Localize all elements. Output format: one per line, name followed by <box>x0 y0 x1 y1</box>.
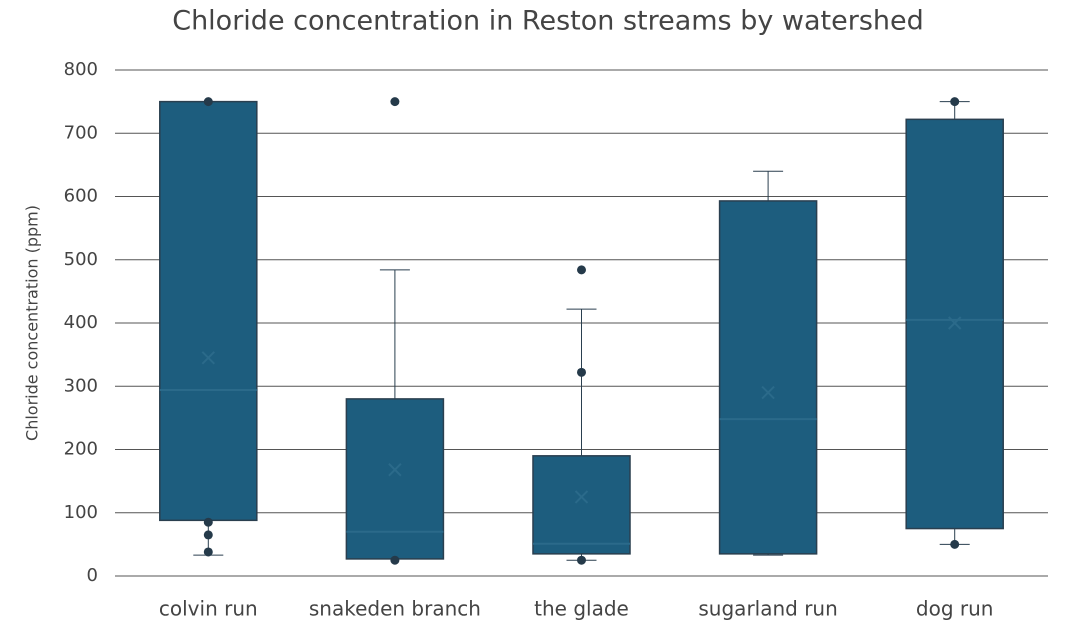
y-tick-label: 500 <box>64 249 98 270</box>
data-point <box>203 547 213 557</box>
box <box>718 200 818 555</box>
data-point <box>577 367 586 377</box>
mean-marker <box>201 351 216 365</box>
y-axis-label: Chloride concentration (ppm) <box>23 205 42 441</box>
data-point <box>203 517 213 527</box>
x-tick-label: sugarland run <box>698 597 837 621</box>
mean-marker <box>947 316 962 330</box>
x-tick-label: snakeden branch <box>309 597 481 621</box>
y-tick-label: 700 <box>64 122 98 143</box>
data-point <box>950 539 960 549</box>
y-tick-label: 400 <box>64 312 98 333</box>
data-point <box>390 97 400 107</box>
y-tick-label: 800 <box>64 59 98 80</box>
box <box>159 100 258 522</box>
data-point <box>203 530 213 540</box>
x-tick-label: the glade <box>534 597 629 621</box>
mean-marker <box>574 490 589 504</box>
y-tick-label: 300 <box>64 375 98 396</box>
data-point <box>950 97 960 107</box>
mean-marker <box>388 463 402 477</box>
box <box>532 455 631 555</box>
data-point <box>203 97 213 107</box>
data-point <box>390 555 400 565</box>
y-tick-label: 100 <box>64 502 98 523</box>
chart-title: Chloride concentration in Reston streams… <box>172 6 924 37</box>
y-tick-label: 200 <box>64 439 98 460</box>
mean-marker <box>761 385 775 400</box>
data-point <box>577 265 586 275</box>
x-tick-label: dog run <box>916 597 994 621</box>
box <box>345 398 445 560</box>
x-tick-label: colvin run <box>159 597 258 621</box>
y-tick-label: 0 <box>87 565 98 586</box>
data-point <box>577 555 586 565</box>
y-tick-label: 600 <box>64 186 98 207</box>
